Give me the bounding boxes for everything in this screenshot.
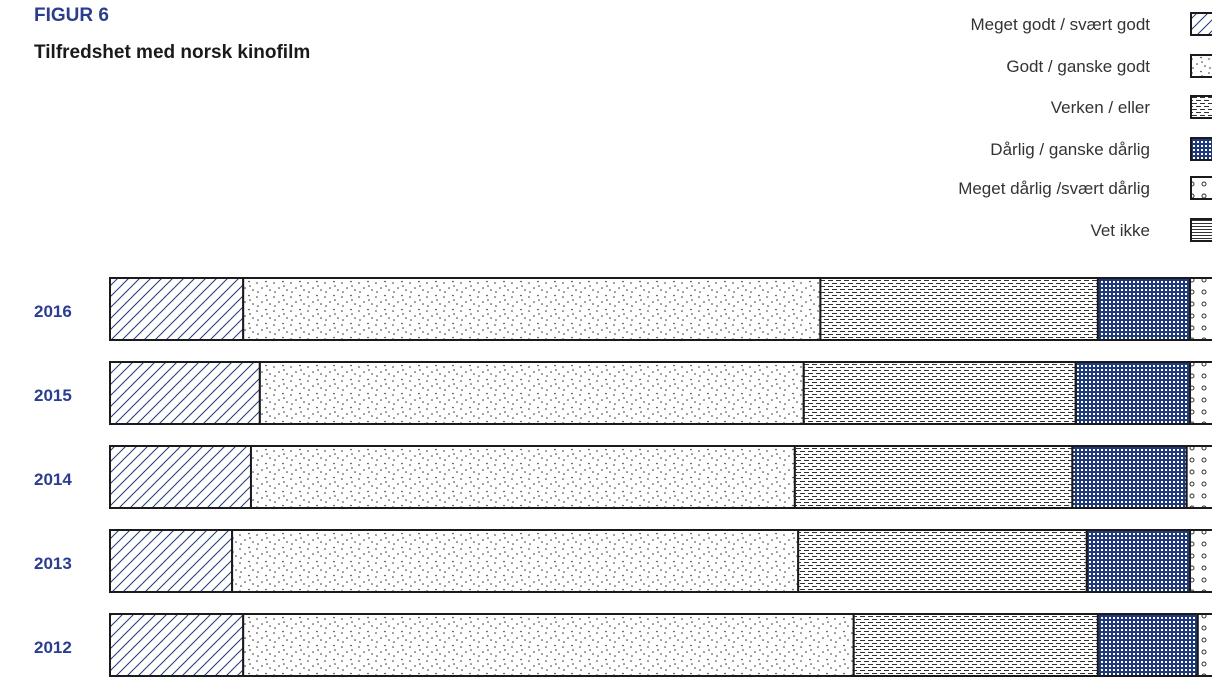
bar-2012-series-4	[1196, 613, 1212, 677]
legend-entry-meget-godt: Meget godt / svært godt	[970, 15, 1150, 34]
year-label-2012: 2012	[34, 638, 72, 657]
bar-2015-series-0	[109, 361, 261, 425]
bar-2014-series-4	[1185, 445, 1212, 509]
bar-2015-series-4	[1189, 361, 1212, 425]
bar-2014-series-0	[109, 445, 252, 509]
bar-2015-series-3	[1074, 361, 1192, 425]
legend-swatch-2	[1190, 95, 1212, 119]
legend-entry-darlig: Dårlig / ganske dårlig	[990, 140, 1150, 159]
legend-swatch-5	[1190, 218, 1212, 242]
bar-2013-series-2	[797, 529, 1088, 593]
bar-2016-series-0	[109, 277, 245, 341]
legend-entry-meget-darlig: Meget dårlig /svært dårlig	[958, 179, 1150, 198]
legend-entry-verken-eller: Verken / eller	[1050, 98, 1150, 117]
bar-2012-series-2	[852, 613, 1099, 677]
bar-2013-series-3	[1085, 529, 1192, 593]
bar-2012-series-3	[1096, 613, 1199, 677]
legend-swatches	[1190, 12, 1212, 242]
legend-entry-godt: Godt / ganske godt	[1006, 57, 1150, 76]
bar-2014-series-1	[249, 445, 796, 509]
bar-2013-series-4	[1189, 529, 1212, 593]
legend-swatch-4	[1190, 176, 1212, 200]
legend-swatch-1	[1190, 54, 1212, 78]
bar-2016-series-4	[1189, 277, 1212, 341]
legend-entry-vet-ikke: Vet ikke	[1090, 221, 1150, 240]
bar-2016-series-3	[1096, 277, 1192, 341]
bar-group	[109, 277, 1212, 677]
chart-title: Tilfredshet med norsk kinofilm	[34, 42, 311, 63]
bar-2012-series-1	[242, 613, 855, 677]
legend-swatch-3	[1190, 137, 1212, 161]
bar-2016-series-2	[819, 277, 1099, 341]
year-label-2015: 2015	[34, 386, 72, 405]
figure-label: FIGUR 6	[34, 5, 109, 26]
year-label-2016: 2016	[34, 302, 72, 321]
bar-2012-series-0	[109, 613, 245, 677]
bar-2014-series-2	[793, 445, 1074, 509]
bar-2016-series-1	[242, 277, 822, 341]
legend-swatch-0	[1190, 12, 1212, 36]
bar-2015-series-2	[802, 361, 1077, 425]
bar-2013-series-0	[109, 529, 234, 593]
year-label-2013: 2013	[34, 554, 72, 573]
year-label-2014: 2014	[34, 470, 72, 489]
bar-2014-series-3	[1071, 445, 1188, 509]
bar-2013-series-1	[231, 529, 800, 593]
bar-2015-series-1	[258, 361, 805, 425]
